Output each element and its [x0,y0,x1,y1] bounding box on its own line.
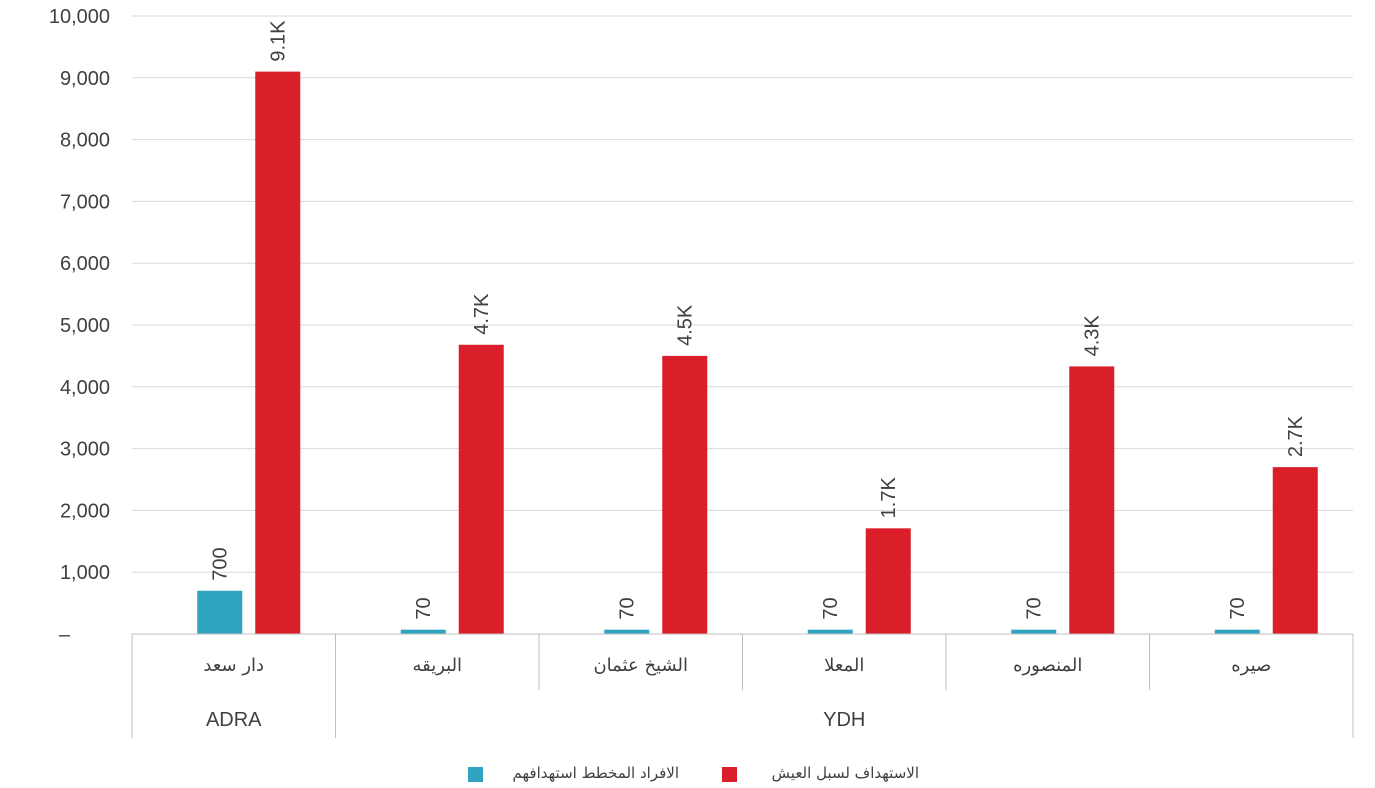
data-label: 70 [617,597,639,619]
bar-livelihood-targeting [458,344,504,634]
y-tick-label: 1,000 [60,562,110,584]
data-label: 4.5K [675,304,697,346]
bar-livelihood-targeting [255,71,301,635]
x-category-label: صيره [1231,655,1271,676]
bars [197,71,1318,635]
y-tick-label: – [59,624,71,646]
bar-planned-individuals [1214,629,1260,634]
bar-livelihood-targeting [865,528,911,634]
legend-label-livelihood: الاستهداف لسبل العيش [772,764,919,782]
data-label: 70 [1227,597,1249,619]
x-group-label: YDH [823,709,865,731]
x-group-label: ADRA [206,709,262,731]
bar-planned-individuals [400,629,446,634]
y-axis: – 1,000 2,000 3,000 4,000 5,000 6,000 7,000 8,00… [49,6,110,646]
x-category-label: البريقه [412,655,462,676]
x-axis: دار سعد البريقه الشيخ عثمان المعلا المنصوره ص… [131,633,1354,738]
bar-livelihood-targeting [662,355,708,634]
y-tick-label: 4,000 [60,377,110,399]
y-tick-label: 3,000 [60,439,110,461]
y-tick-label: 7,000 [60,191,110,213]
data-label: 9.1K [268,20,290,62]
data-label: 70 [413,597,435,619]
bar-livelihood-targeting [1069,366,1115,634]
data-label: 70 [820,597,842,619]
x-category-label: المعلا [824,655,864,676]
legend-label-planned: الافراد المخطط استهدافهم [513,764,679,782]
legend: الافراد المخطط استهدافهم الاستهداف لسبل ا… [468,764,919,782]
bar-planned-individuals [604,629,650,634]
y-tick-label: 5,000 [60,315,110,337]
data-label: 700 [210,547,232,580]
data-label: 4.3K [1082,315,1104,357]
x-category-label: دار سعد [203,655,264,676]
bar-planned-individuals [807,629,853,634]
y-tick-label: 8,000 [60,130,110,152]
legend-swatch-planned [468,767,483,782]
gridlines [132,15,1353,635]
data-label: 70 [1024,597,1046,619]
y-tick-label: 9,000 [60,68,110,90]
data-labels: 700 70 70 70 70 70 9.1K 4.7K 4.5K 1.7K 4.3K 2.7K [210,20,1308,620]
x-category-label: المنصوره [1013,655,1082,676]
legend-swatch-livelihood [722,767,737,782]
data-label: 1.7K [878,477,900,519]
y-tick-label: 6,000 [60,253,110,275]
bar-planned-individuals [1011,629,1057,634]
data-label: 4.7K [471,293,493,335]
x-category-label: الشيخ عثمان [593,655,688,676]
y-tick-label: 10,000 [49,6,110,28]
bar-livelihood-targeting [1272,467,1318,634]
data-label: 2.7K [1285,415,1307,457]
y-tick-label: 2,000 [60,500,110,522]
bar-planned-individuals [197,590,243,634]
